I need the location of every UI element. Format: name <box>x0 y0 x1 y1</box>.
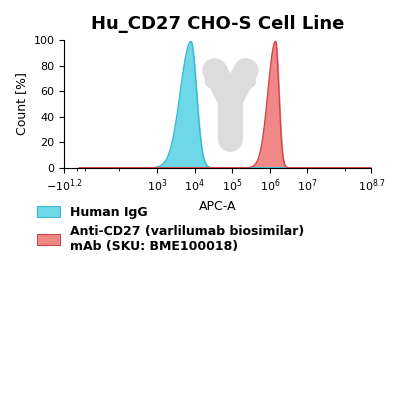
Y-axis label: Count [%]: Count [%] <box>15 73 28 135</box>
Title: Hu_CD27 CHO-S Cell Line: Hu_CD27 CHO-S Cell Line <box>91 15 344 33</box>
X-axis label: APC-A: APC-A <box>199 200 236 213</box>
Legend: Human IgG, Anti-CD27 (varlilumab biosimilar)
mAb (SKU: BME100018): Human IgG, Anti-CD27 (varlilumab biosimi… <box>34 202 308 257</box>
